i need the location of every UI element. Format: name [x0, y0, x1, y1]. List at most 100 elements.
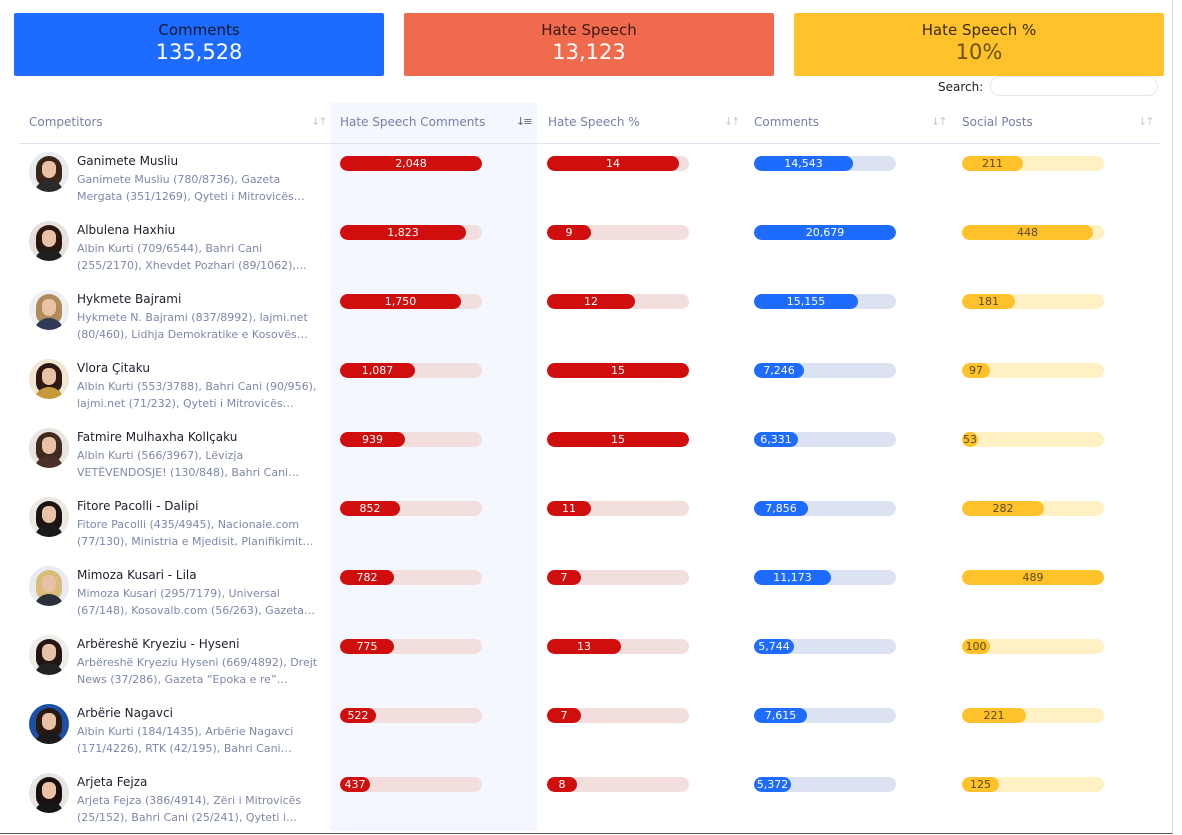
competitor-sources: Hykmete N. Bajrami (837/8992), lajmi.net… — [77, 311, 308, 341]
comments-bar-track: 6,331 — [754, 432, 896, 447]
social-posts-bar: 125 — [962, 777, 999, 792]
hate-speech-pct-bar-track: 15 — [547, 432, 689, 447]
sort-icon: ↓↑ — [931, 115, 948, 128]
hate-speech-card: Hate Speech 13,123 — [404, 13, 774, 76]
comments-bar: 6,331 — [754, 432, 798, 447]
sort-icon: ↓↑ — [311, 115, 328, 128]
comments-bar: 20,679 — [754, 225, 896, 240]
hate-speech-comments-bar: 1,750 — [340, 294, 461, 309]
comments-bar: 5,372 — [754, 777, 791, 792]
hate-speech-card-label: Hate Speech — [541, 21, 637, 39]
competitor-sources: Albin Kurti (184/1435), Arbërie Nagavci … — [77, 725, 294, 755]
table-row[interactable]: Vlora Çitaku Albin Kurti (553/3788), Bahr… — [19, 351, 1160, 420]
hate-speech-card-value: 13,123 — [552, 40, 626, 64]
hate-speech-pct-bar-track: 8 — [547, 777, 689, 792]
competitor-sources: Fitore Pacolli (435/4945), Nacionale.com… — [77, 518, 314, 548]
comments-bar-track: 7,856 — [754, 501, 896, 516]
avatar — [29, 635, 69, 675]
column-header-comments[interactable]: Comments ↓↑ — [754, 103, 948, 143]
social-posts-bar-track: 97 — [962, 363, 1104, 378]
table-row[interactable]: Arbërie Nagavci Albin Kurti (184/1435), A… — [19, 696, 1160, 765]
comments-bar-track: 15,155 — [754, 294, 896, 309]
social-posts-bar: 448 — [962, 225, 1093, 240]
avatar — [29, 428, 69, 468]
column-header-hate-speech-pct[interactable]: Hate Speech % ↓↑ — [548, 103, 741, 143]
hate-speech-comments-bar: 939 — [340, 432, 405, 447]
sort-icon: ↓↑ — [724, 115, 741, 128]
search-label: Search: — [938, 80, 984, 94]
table-row[interactable]: Ganimete Musliu Ganimete Musliu (780/8736… — [19, 144, 1160, 213]
hate-speech-pct-bar: 12 — [547, 294, 635, 309]
comments-bar-track: 5,744 — [754, 639, 896, 654]
hate-speech-comments-bar: 1,087 — [340, 363, 415, 378]
column-header-hate-speech-comments[interactable]: Hate Speech Comments ↓≡ — [340, 103, 533, 143]
competitor-sources: Arjeta Fejza (386/4914), Zëri i Mitrovic… — [77, 794, 302, 824]
comments-bar: 7,856 — [754, 501, 808, 516]
table-row[interactable]: Arjeta Fejza Arjeta Fejza (386/4914), Zër… — [19, 765, 1160, 834]
social-posts-bar: 100 — [962, 639, 990, 654]
hate-speech-comments-bar-track: 1,823 — [340, 225, 482, 240]
comments-bar: 15,155 — [754, 294, 858, 309]
column-header-competitors[interactable]: Competitors ↓↑ — [29, 103, 328, 143]
hate-speech-pct-bar: 7 — [547, 570, 581, 585]
avatar — [29, 497, 69, 537]
competitor-name: Vlora Çitaku — [77, 361, 150, 375]
comments-bar-track: 7,615 — [754, 708, 896, 723]
comments-card-label: Comments — [158, 21, 240, 39]
competitor-name: Arbëreshë Kryeziu - Hyseni — [77, 637, 240, 651]
column-header-hate-speech-pct-label: Hate Speech % — [548, 115, 640, 129]
hate-speech-comments-bar: 852 — [340, 501, 400, 516]
comments-bar: 5,744 — [754, 639, 794, 654]
comments-card-value: 135,528 — [155, 40, 243, 64]
hate-speech-comments-bar-track: 437 — [340, 777, 482, 792]
social-posts-bar-track: 125 — [962, 777, 1104, 792]
avatar — [29, 290, 69, 330]
comments-bar-track: 20,679 — [754, 225, 896, 240]
social-posts-bar: 97 — [962, 363, 990, 378]
table-row[interactable]: Fitore Pacolli - Dalipi Fitore Pacolli (4… — [19, 489, 1160, 558]
sort-descending-icon: ↓≡ — [516, 115, 533, 128]
avatar — [29, 773, 69, 813]
column-header-social-posts[interactable]: Social Posts ↓↑ — [962, 103, 1155, 143]
social-posts-bar: 181 — [962, 294, 1015, 309]
search-input[interactable] — [990, 76, 1158, 96]
hate-speech-pct-bar: 15 — [547, 363, 689, 378]
competitor-name: Arjeta Fejza — [77, 775, 148, 789]
social-posts-bar-track: 489 — [962, 570, 1104, 585]
comments-bar: 7,615 — [754, 708, 807, 723]
hate-speech-pct-bar: 8 — [547, 777, 577, 792]
competitor-sources: Albin Kurti (553/3788), Bahri Cani (90/9… — [77, 380, 317, 410]
hate-speech-comments-bar-track: 775 — [340, 639, 482, 654]
hate-speech-comments-bar: 1,823 — [340, 225, 466, 240]
hate-speech-pct-bar: 13 — [547, 639, 621, 654]
competitor-sources: Mimoza Kusari (295/7179), Universal (67/… — [77, 587, 316, 617]
social-posts-bar-track: 221 — [962, 708, 1104, 723]
hate-speech-pct-card: Hate Speech % 10% — [794, 13, 1164, 76]
table-row[interactable]: Fatmire Mulhaxha Kollçaku Albin Kurti (56… — [19, 420, 1160, 489]
hate-speech-pct-bar-track: 12 — [547, 294, 689, 309]
competitor-name: Ganimete Musliu — [77, 154, 179, 168]
avatar — [29, 359, 69, 399]
social-posts-bar-track: 448 — [962, 225, 1104, 240]
comments-card: Comments 135,528 — [14, 13, 384, 76]
hate-speech-pct-card-value: 10% — [955, 40, 1003, 64]
comments-bar-track: 11,173 — [754, 570, 896, 585]
competitor-sources: Albin Kurti (709/6544), Bahri Cani (255/… — [77, 242, 307, 272]
hate-speech-comments-bar-track: 852 — [340, 501, 482, 516]
competitor-name: Arbërie Nagavci — [77, 706, 173, 720]
comments-bar: 11,173 — [754, 570, 831, 585]
hate-speech-pct-bar-track: 15 — [547, 363, 689, 378]
table-row[interactable]: Hykmete Bajrami Hykmete N. Bajrami (837/8… — [19, 282, 1160, 351]
table-row[interactable]: Albulena Haxhiu Albin Kurti (709/6544), B… — [19, 213, 1160, 282]
column-header-social-posts-label: Social Posts — [962, 115, 1033, 129]
comments-bar-track: 14,543 — [754, 156, 896, 171]
table-row[interactable]: Mimoza Kusari - Lila Mimoza Kusari (295/7… — [19, 558, 1160, 627]
summary-cards: Comments 135,528 Hate Speech 13,123 Hate… — [14, 13, 1164, 76]
social-posts-bar-track: 211 — [962, 156, 1104, 171]
social-posts-bar: 221 — [962, 708, 1026, 723]
avatar — [29, 221, 69, 261]
table-row[interactable]: Arbëreshë Kryeziu - Hyseni Arbëreshë Krye… — [19, 627, 1160, 696]
hate-speech-comments-bar-track: 782 — [340, 570, 482, 585]
competitor-name: Mimoza Kusari - Lila — [77, 568, 197, 582]
